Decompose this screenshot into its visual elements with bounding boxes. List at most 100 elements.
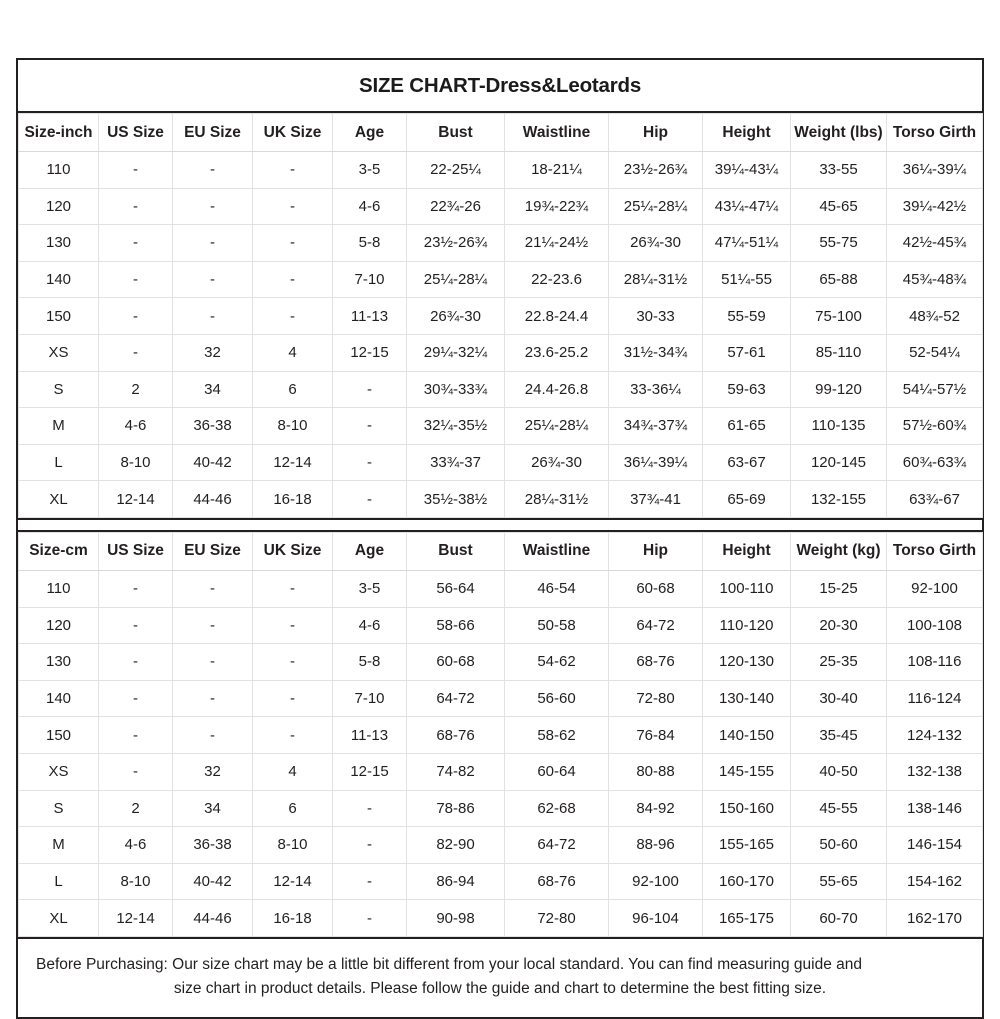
table-cell: - xyxy=(252,260,333,299)
table-cell: 72-80 xyxy=(608,679,703,718)
table-cell: 55-75 xyxy=(790,224,887,262)
table-cell: - xyxy=(252,606,333,645)
table-row: 140- - -7-10 25¼-28¼ 22-23.6 28¼-31½ 51¼-55 65-… xyxy=(18,260,983,299)
table-cell: 4-6 xyxy=(332,187,407,226)
table-cell: 33-36¼ xyxy=(608,370,703,409)
table-cell: 40-42 xyxy=(172,443,253,482)
table-cell: 25¼-28¼ xyxy=(608,187,703,226)
table-cell: 61-65 xyxy=(702,407,791,445)
table-cell: 54¼-57½ xyxy=(886,370,983,409)
table-cell: - xyxy=(172,606,253,645)
table-cell: 6 xyxy=(252,789,333,828)
table-cell: 154-162 xyxy=(886,862,983,901)
table-cell: 80-88 xyxy=(608,752,703,791)
table-cell: - xyxy=(252,297,333,335)
table-cell: 146-154 xyxy=(886,826,983,864)
table-cell: 120-145 xyxy=(790,443,887,482)
table-cell: - xyxy=(172,260,253,299)
size-label-cell: S xyxy=(18,370,99,409)
table-cell: 33¾-37 xyxy=(406,443,505,482)
table-cell: 62-68 xyxy=(504,789,609,828)
size-label-cell: 150 xyxy=(18,716,99,754)
table-row: 110- - -3-5 56-64 46-54 60-68 100-110 15-25 92-1… xyxy=(18,569,983,608)
table-cell: 32 xyxy=(172,752,253,791)
table-cell: - xyxy=(252,569,333,608)
table-cell: 22-23.6 xyxy=(504,260,609,299)
table-cell: 90-98 xyxy=(406,899,505,937)
table-cell: - xyxy=(98,297,173,335)
table-cell: 60-68 xyxy=(608,569,703,608)
table-cell: 44-46 xyxy=(172,480,253,518)
table-cell: 59-63 xyxy=(702,370,791,409)
table-row: M 4-6 36-38 8-10-32¼-35½ 25¼-28¼ 34¾-37¾ 61-65… xyxy=(18,407,983,445)
table-cell: 31½-34¾ xyxy=(608,333,703,372)
table-cell: 56-60 xyxy=(504,679,609,718)
table-cell: 57½-60¾ xyxy=(886,407,983,445)
table-row: XL 12-14 44-46 16-18-35½-38½ 28¼-31½ 37¾-41 65… xyxy=(18,480,983,518)
table-cell: 63¾-67 xyxy=(886,480,983,518)
column-header: Size-inch xyxy=(18,113,99,152)
table-cell: 100-108 xyxy=(886,606,983,645)
table-cell: 26¾-30 xyxy=(608,224,703,262)
column-header: EU Size xyxy=(172,531,253,571)
table-cell: 65-69 xyxy=(702,480,791,518)
table-cell: 23.6-25.2 xyxy=(504,333,609,372)
column-header: Hip xyxy=(608,531,703,571)
table-cell: 11-13 xyxy=(332,297,407,335)
table-row: XS -32 4 12-15 74-82 60-64 80-88 145-155 40-50 13… xyxy=(18,752,983,791)
table-cell: 29¼-32¼ xyxy=(406,333,505,372)
table-row: XL 12-14 44-46 16-18-90-98 72-80 96-104 165-17… xyxy=(18,899,983,937)
table-cell: 56-64 xyxy=(406,569,505,608)
table-cell: 72-80 xyxy=(504,899,609,937)
table-cell: 165-175 xyxy=(702,899,791,937)
table-cell: 30¾-33¾ xyxy=(406,370,505,409)
table-cell: 46-54 xyxy=(504,569,609,608)
table-cell: 4-6 xyxy=(332,606,407,645)
table-cell: 5-8 xyxy=(332,224,407,262)
size-label-cell: XS xyxy=(18,752,99,791)
table-cell: 12-15 xyxy=(332,333,407,372)
column-header: Bust xyxy=(406,531,505,571)
table-cell: 4 xyxy=(252,333,333,372)
table-cell: - xyxy=(98,752,173,791)
table-cell: 30-33 xyxy=(608,297,703,335)
size-label-cell: M xyxy=(18,407,99,445)
table-cell: 5-8 xyxy=(332,643,407,681)
table-cell: - xyxy=(172,679,253,718)
table-cell: - xyxy=(172,643,253,681)
table-cell: 2 xyxy=(98,370,173,409)
size-label-cell: 140 xyxy=(18,260,99,299)
cm-table-head: Size-cm US Size EU Size UK Size Age Bust Waist… xyxy=(18,531,983,571)
table-cell: 37¾-41 xyxy=(608,480,703,518)
table-cell: 64-72 xyxy=(406,679,505,718)
table-cell: 51¼-55 xyxy=(702,260,791,299)
table-cell: 60¾-63¾ xyxy=(886,443,983,482)
inch-table-head: Size-inch US Size EU Size UK Size Age Bust Wai… xyxy=(18,113,983,152)
table-cell: 86-94 xyxy=(406,862,505,901)
table-cell: 39¼-43¼ xyxy=(702,151,791,189)
size-label-cell: 130 xyxy=(18,643,99,681)
column-header: Torso Girth xyxy=(886,531,983,571)
table-cell: 22¾-26 xyxy=(406,187,505,226)
table-cell: 132-138 xyxy=(886,752,983,791)
table-cell: 60-70 xyxy=(790,899,887,937)
table-cell: - xyxy=(332,407,407,445)
column-header: Torso Girth xyxy=(886,113,983,152)
table-cell: - xyxy=(172,187,253,226)
table-cell: 25¼-28¼ xyxy=(504,407,609,445)
table-cell: - xyxy=(172,569,253,608)
table-row: 150- - -11-13 68-76 58-62 76-84 140-150 35-45 12… xyxy=(18,716,983,754)
table-cell: 3-5 xyxy=(332,151,407,189)
table-cell: - xyxy=(172,224,253,262)
size-label-cell: L xyxy=(18,862,99,901)
size-chart-sheet: SIZE CHART-Dress&Leotards Size-inch US Si… xyxy=(16,58,984,1019)
table-cell: 30-40 xyxy=(790,679,887,718)
column-header: US Size xyxy=(98,531,173,571)
table-cell: 57-61 xyxy=(702,333,791,372)
inch-table-body: 110- - -3-5 22-25¼ 18-21¼ 23½-26¾ 39¼-43¼ 33-55… xyxy=(18,151,983,518)
table-cell: 34 xyxy=(172,789,253,828)
table-cell: 11-13 xyxy=(332,716,407,754)
table-cell: 15-25 xyxy=(790,569,887,608)
table-cell: - xyxy=(332,480,407,518)
table-cell: 116-124 xyxy=(886,679,983,718)
